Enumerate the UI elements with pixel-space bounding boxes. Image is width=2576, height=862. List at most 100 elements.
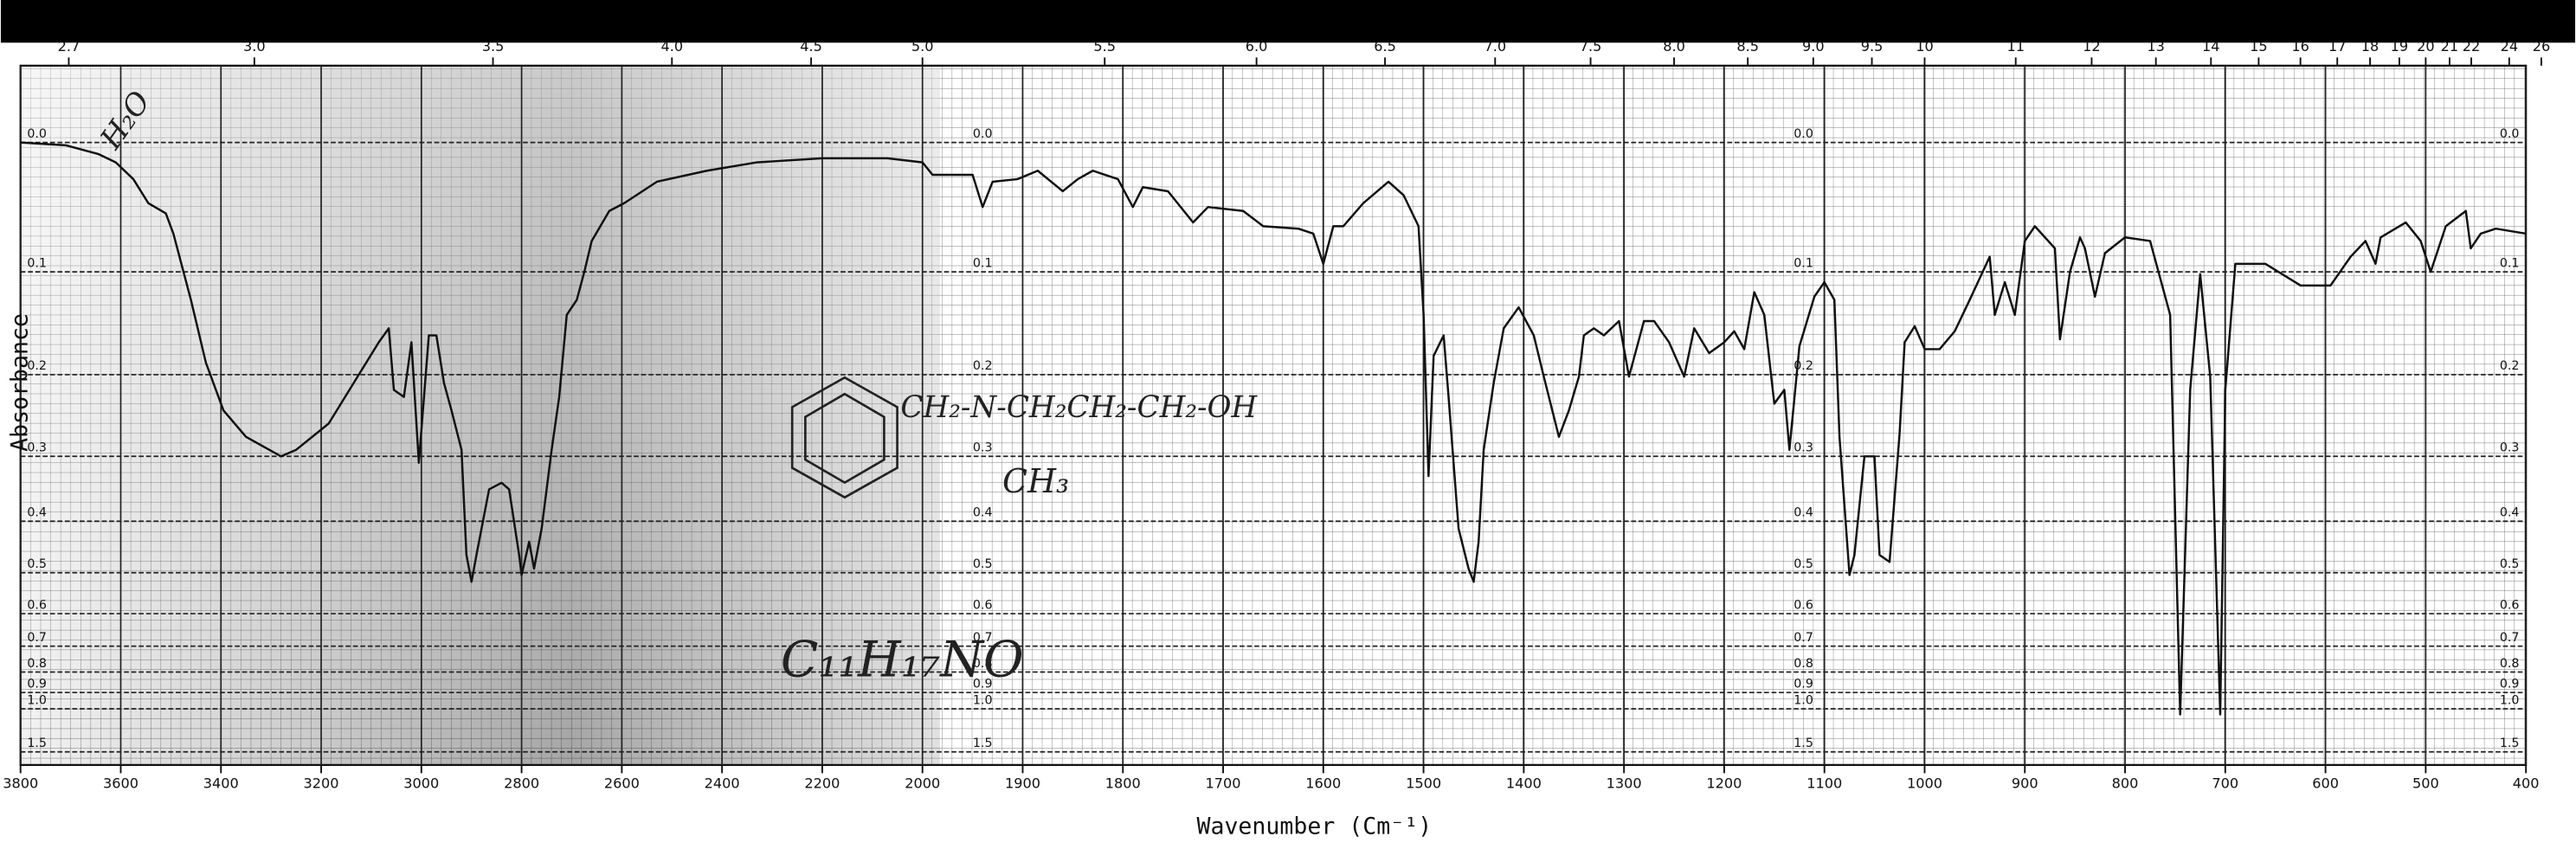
y-tick-label: 0.3 <box>1794 441 1813 455</box>
x-tick-label: 2400 <box>705 775 740 791</box>
y-tick-label: 0.7 <box>27 631 47 645</box>
x-tick-label: 1600 <box>1305 775 1341 791</box>
x-tick-label: 1400 <box>1506 775 1542 791</box>
x-tick-label: 600 <box>2312 775 2339 791</box>
y-tick-label: 0.7 <box>2500 631 2520 645</box>
x-axis-label: Wavenumber (Cm⁻¹) <box>1196 814 1432 840</box>
y-tick-label: 0.9 <box>27 677 47 691</box>
x2-tick-label: 6.0 <box>1246 38 1268 55</box>
y-tick-label: 0.5 <box>2500 557 2520 571</box>
x2-tick-label: 17 <box>2328 38 2347 55</box>
y-tick-label: 0.6 <box>1794 598 1813 612</box>
y-tick-label: 0.8 <box>1794 657 1813 671</box>
x2-tick-label: 11 <box>2006 38 2025 55</box>
y-axis-label: Absorbance <box>6 313 33 452</box>
x2-tick-label: 5.0 <box>911 38 934 55</box>
x2-tick-label: 24 <box>2501 38 2519 55</box>
x2-tick-label: 12 <box>2083 38 2101 55</box>
x-tick-label: 1100 <box>1806 775 1842 791</box>
x2-tick-label: 9.5 <box>1861 38 1884 55</box>
y-tick-label: 0.9 <box>973 677 993 691</box>
y-tick-label: 0.6 <box>973 598 993 612</box>
y-tick-label: 0.1 <box>973 256 993 270</box>
y-tick-label: 0.5 <box>973 557 993 571</box>
x2-tick-label: 9.0 <box>1802 38 1825 55</box>
annotation: CH₃ <box>1002 462 1069 500</box>
x2-tick-label: 15 <box>2250 38 2268 55</box>
y-tick-label: 0.0 <box>1794 127 1813 141</box>
x-tick-label: 2200 <box>804 775 840 791</box>
x2-tick-label: 3.0 <box>243 38 266 55</box>
x-tick-label: 1000 <box>1907 775 1942 791</box>
y-tick-label: 0.5 <box>1794 557 1813 571</box>
y-tick-label: 0.8 <box>973 657 993 671</box>
spectrum-line <box>20 141 2527 716</box>
annotation: CH₂-N-CH₂CH₂-CH₂-OH <box>900 390 1258 425</box>
y-tick-label: 0.4 <box>2500 506 2520 520</box>
x-tick-label: 1800 <box>1105 775 1141 791</box>
x-tick-label: 2000 <box>905 775 940 791</box>
y-tick-label: 0.4 <box>973 506 993 520</box>
x2-tick-label: 7.5 <box>1580 38 1602 55</box>
x-tick-label: 3000 <box>403 775 439 791</box>
x-tick-label: 3600 <box>103 775 138 791</box>
x-tick-label: 2600 <box>604 775 640 791</box>
y-tick-label: 0.8 <box>2500 657 2520 671</box>
x2-tick-label: 6.5 <box>1374 38 1396 55</box>
y-tick-label: 0.1 <box>2500 256 2520 270</box>
y-tick-label: 0.5 <box>27 557 47 571</box>
x2-tick-label: 8.5 <box>1736 38 1759 55</box>
y-tick-label: 1.0 <box>27 693 47 707</box>
x-tick-label: 800 <box>2112 775 2139 791</box>
x2-tick-label: 22 <box>2463 38 2481 55</box>
y-tick-label: 0.2 <box>973 359 993 373</box>
y-tick-label: 0.4 <box>1794 506 1813 520</box>
x-tick-label: 1900 <box>1005 775 1040 791</box>
y-tick-label: 1.5 <box>2500 737 2520 750</box>
x-tick-label: 700 <box>2212 775 2238 791</box>
y-tick-label: 1.0 <box>1794 693 1813 707</box>
y-tick-label: 1.5 <box>973 737 993 750</box>
x2-tick-label: 26 <box>2533 38 2551 55</box>
x-tick-label: 900 <box>2012 775 2038 791</box>
y-tick-label: 0.6 <box>2500 598 2520 612</box>
x2-tick-label: 14 <box>2202 38 2220 55</box>
y-tick-label: 0.2 <box>2500 359 2520 373</box>
y-tick-label: 1.0 <box>2500 693 2520 707</box>
x-tick-label: 1200 <box>1706 775 1742 791</box>
x-tick-label: 400 <box>2513 775 2540 791</box>
y-tick-label: 0.7 <box>973 631 993 645</box>
y-tick-label: 0.0 <box>973 127 993 141</box>
x2-tick-label: 5.5 <box>1093 38 1116 55</box>
x2-tick-label: 8.0 <box>1663 38 1685 55</box>
x-tick-label: 3800 <box>3 775 38 791</box>
x2-tick-label: 13 <box>2147 38 2165 55</box>
y-tick-label: 0.4 <box>27 506 47 520</box>
x2-tick-label: 19 <box>2391 38 2409 55</box>
x2-tick-label: 21 <box>2441 38 2459 55</box>
y-tick-label: 0.3 <box>27 441 47 455</box>
y-tick-label: 0.7 <box>1794 631 1813 645</box>
y-tick-label: 1.0 <box>973 693 993 707</box>
x-tick-label: 1300 <box>1607 775 1642 791</box>
x-tick-label: 3200 <box>304 775 339 791</box>
y-tick-label: 0.8 <box>27 657 47 671</box>
y-tick-label: 0.0 <box>2500 127 2520 141</box>
x-tick-label: 2800 <box>504 775 539 791</box>
x-tick-label: 1500 <box>1406 775 1441 791</box>
x-tick-label: 3400 <box>203 775 239 791</box>
x2-tick-label: 10 <box>1916 38 1934 55</box>
x2-tick-label: 7.0 <box>1484 38 1506 55</box>
y-tick-label: 0.0 <box>27 127 47 141</box>
x-tick-label: 1700 <box>1206 775 1241 791</box>
y-tick-label: 0.6 <box>27 598 47 612</box>
x2-tick-label: 2.7 <box>58 38 80 55</box>
x2-tick-label: 4.5 <box>800 38 822 55</box>
y-tick-label: 0.9 <box>1794 677 1813 691</box>
y-tick-label: 0.3 <box>973 441 993 455</box>
x2-tick-label: 20 <box>2417 38 2435 55</box>
x2-tick-label: 16 <box>2291 38 2309 55</box>
annotation: C₁₁H₁₇NO <box>781 631 1024 688</box>
benzene-ring <box>790 376 898 499</box>
